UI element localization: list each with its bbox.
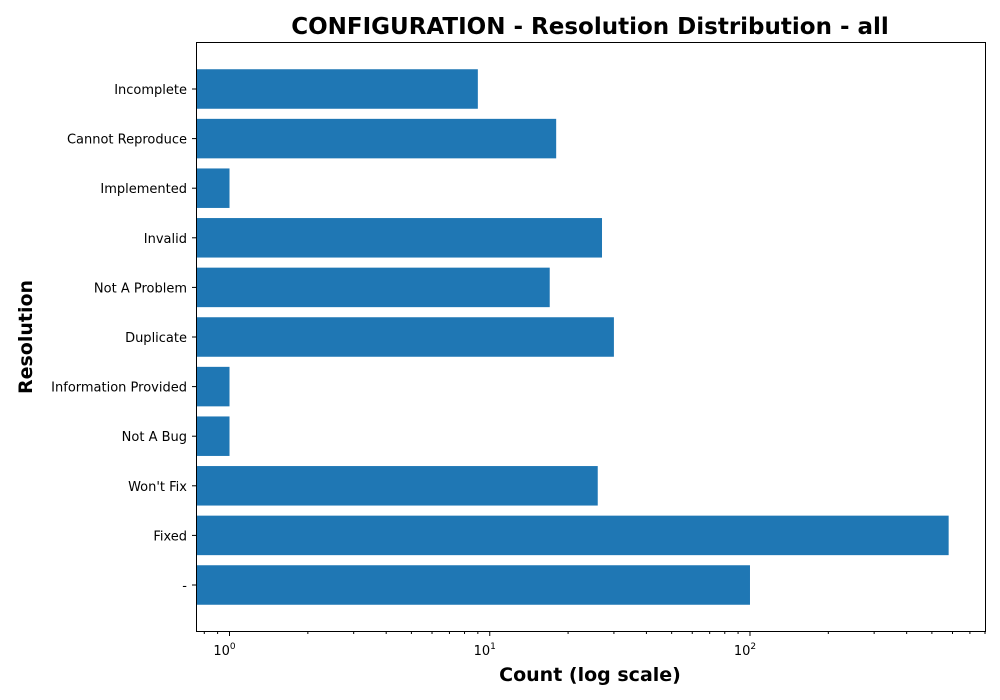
y-tick-label: Implemented <box>100 182 187 197</box>
plot-frame <box>196 42 986 632</box>
y-axis-label: Resolution <box>15 280 37 394</box>
y-axis-ticks: Incomplete Cannot Reproduce Implemented Inv… <box>51 83 197 594</box>
bar <box>197 317 614 357</box>
x-tick-label: 101 <box>474 642 496 659</box>
x-axis-label: Count (log scale) <box>499 664 681 686</box>
y-tick-label: Won't Fix <box>128 480 187 495</box>
y-tick-label: Invalid <box>144 232 187 247</box>
bar <box>197 118 557 159</box>
y-tick-label: - <box>182 579 187 594</box>
y-tick-label: Not A Bug <box>122 430 187 445</box>
bars-group <box>197 69 949 605</box>
x-axis-ticks: 100 101 102 <box>203 631 986 659</box>
bar <box>197 69 478 109</box>
bar <box>197 267 550 308</box>
bar <box>197 218 603 258</box>
bar <box>197 466 598 506</box>
bar <box>197 416 230 456</box>
bar <box>197 366 230 407</box>
bar <box>197 515 949 556</box>
y-tick-label: Duplicate <box>125 331 187 346</box>
x-tick-label: 102 <box>734 642 756 659</box>
x-tick-label: 100 <box>213 642 236 659</box>
y-tick-label: Cannot Reproduce <box>67 133 187 148</box>
bar <box>197 565 750 605</box>
y-tick-label: Not A Problem <box>94 281 187 296</box>
bar <box>197 168 230 208</box>
y-tick-label: Information Provided <box>51 381 187 396</box>
y-tick-label: Fixed <box>153 529 187 544</box>
chart-title: CONFIGURATION - Resolution Distribution … <box>291 14 889 40</box>
y-tick-label: Incomplete <box>114 83 187 98</box>
